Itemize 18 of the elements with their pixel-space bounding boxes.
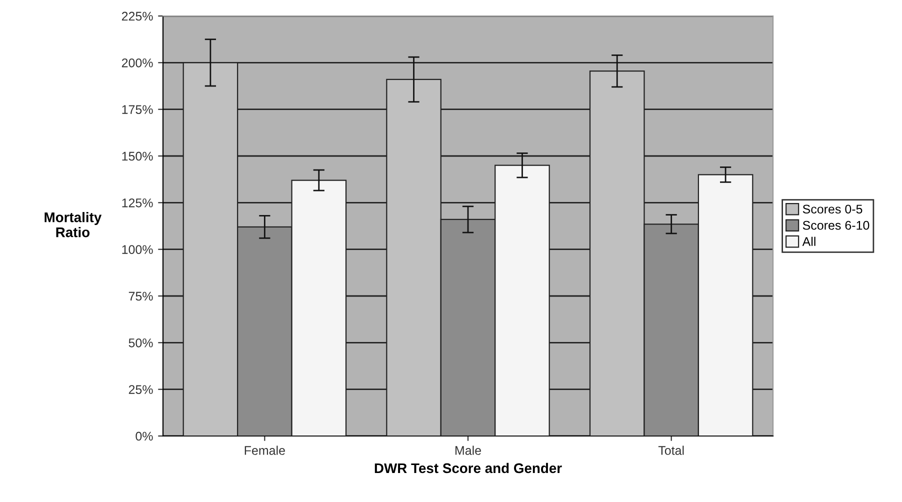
y-tick-label: 50%	[128, 338, 153, 348]
y-tick-label: 175%	[122, 105, 153, 114]
legend-label: Scores 6-10	[802, 220, 870, 230]
x-tick-label: Male	[455, 446, 481, 455]
y-tick-label: 225%	[122, 12, 153, 21]
y-tick-label: 75%	[128, 292, 153, 301]
x-axis-title: DWR Test Score and Gender	[374, 462, 562, 474]
x-tick-label: Total	[658, 446, 684, 455]
y-tick-label: 200%	[122, 58, 153, 68]
legend-label: Scores 0-5	[802, 204, 862, 214]
y-tick-label: 125%	[122, 198, 153, 208]
y-tick-label: 0%	[136, 432, 153, 441]
y-tick-label: 25%	[128, 385, 153, 394]
y-tick-label: 150%	[122, 152, 153, 161]
y-tick-label: 100%	[122, 245, 153, 254]
legend-label: All	[802, 236, 816, 246]
y-axis-title: Mortality Ratio	[44, 212, 102, 238]
x-tick-label: Female	[244, 446, 285, 455]
